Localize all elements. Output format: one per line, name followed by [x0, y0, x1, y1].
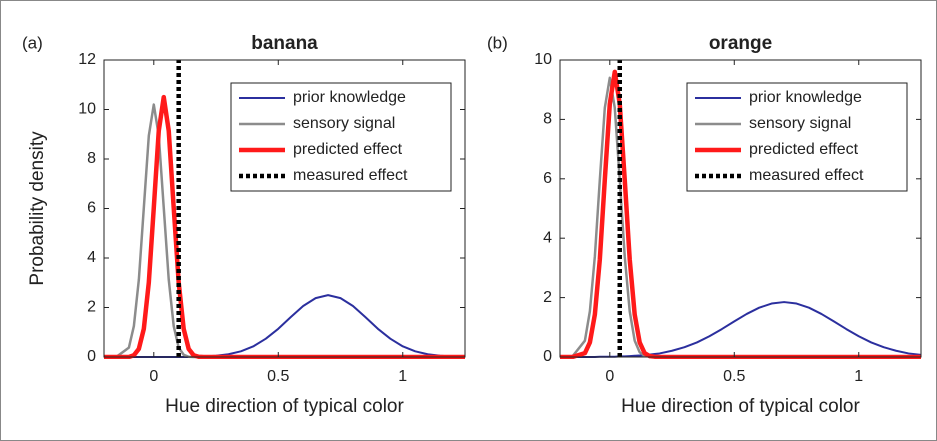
x-axis-label: Hue direction of typical color [621, 396, 860, 417]
y-tick-label: 4 [87, 249, 96, 266]
chart-title: orange [709, 33, 772, 54]
x-axis-label: Hue direction of typical color [165, 396, 404, 417]
x-tick-label: 1 [398, 368, 407, 385]
legend-box [686, 82, 908, 192]
y-tick-label: 0 [87, 348, 96, 365]
y-tick-label: 2 [543, 289, 552, 306]
y-tick-label: 2 [87, 299, 96, 316]
legend-label: sensory signal [749, 115, 851, 132]
x-tick-label: 0 [605, 368, 614, 385]
y-tick-label: 8 [87, 150, 96, 167]
legend-box [230, 82, 452, 192]
panel-label: (a) [22, 33, 43, 52]
x-tick-label: 0.5 [723, 368, 745, 385]
y-tick-label: 10 [534, 51, 552, 68]
y-axis-label: Probability density [27, 131, 48, 286]
axes-box [559, 59, 922, 358]
panel-label: (b) [487, 33, 508, 52]
legend-label: prior knowledge [293, 89, 406, 106]
y-tick-label: 8 [543, 111, 552, 128]
legend-label: predicted effect [749, 141, 859, 158]
legend-label: sensory signal [293, 115, 395, 132]
x-tick-label: 1 [854, 368, 863, 385]
chart-title: banana [251, 33, 318, 54]
legend-label: prior knowledge [749, 89, 862, 106]
y-tick-label: 6 [543, 170, 552, 187]
legend-label: measured effect [749, 167, 864, 184]
y-tick-label: 0 [543, 348, 552, 365]
x-tick-label: 0.5 [267, 368, 289, 385]
legend-label: measured effect [293, 167, 408, 184]
y-tick-label: 4 [543, 229, 552, 246]
y-tick-label: 10 [78, 101, 96, 118]
y-tick-label: 12 [78, 51, 96, 68]
x-tick-label: 0 [149, 368, 158, 385]
legend-label: predicted effect [293, 141, 403, 158]
y-tick-label: 6 [87, 200, 96, 217]
